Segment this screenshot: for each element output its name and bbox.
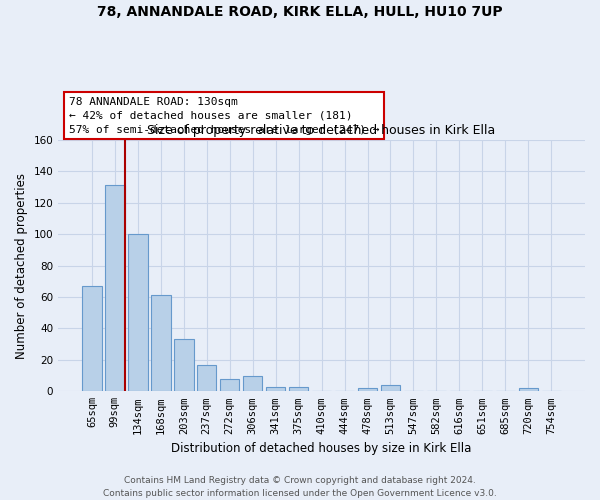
Text: 78, ANNANDALE ROAD, KIRK ELLA, HULL, HU10 7UP: 78, ANNANDALE ROAD, KIRK ELLA, HULL, HU1… [97, 5, 503, 19]
Bar [266, 386, 286, 392]
Text: Contains HM Land Registry data © Crown copyright and database right 2024.
Contai: Contains HM Land Registry data © Crown c… [103, 476, 497, 498]
Bar [128, 234, 148, 392]
Bar [243, 376, 262, 392]
X-axis label: Distribution of detached houses by size in Kirk Ella: Distribution of detached houses by size … [172, 442, 472, 455]
Bar [518, 388, 538, 392]
Bar [174, 340, 194, 392]
Bar [82, 286, 101, 392]
Title: Size of property relative to detached houses in Kirk Ella: Size of property relative to detached ho… [148, 124, 496, 137]
Bar [105, 186, 125, 392]
Text: 78 ANNANDALE ROAD: 130sqm
← 42% of detached houses are smaller (181)
57% of semi: 78 ANNANDALE ROAD: 130sqm ← 42% of detac… [69, 96, 379, 134]
Bar [381, 385, 400, 392]
Bar [151, 296, 170, 392]
Bar [289, 386, 308, 392]
Bar [220, 378, 239, 392]
Y-axis label: Number of detached properties: Number of detached properties [15, 172, 28, 358]
Bar [197, 364, 217, 392]
Bar [358, 388, 377, 392]
